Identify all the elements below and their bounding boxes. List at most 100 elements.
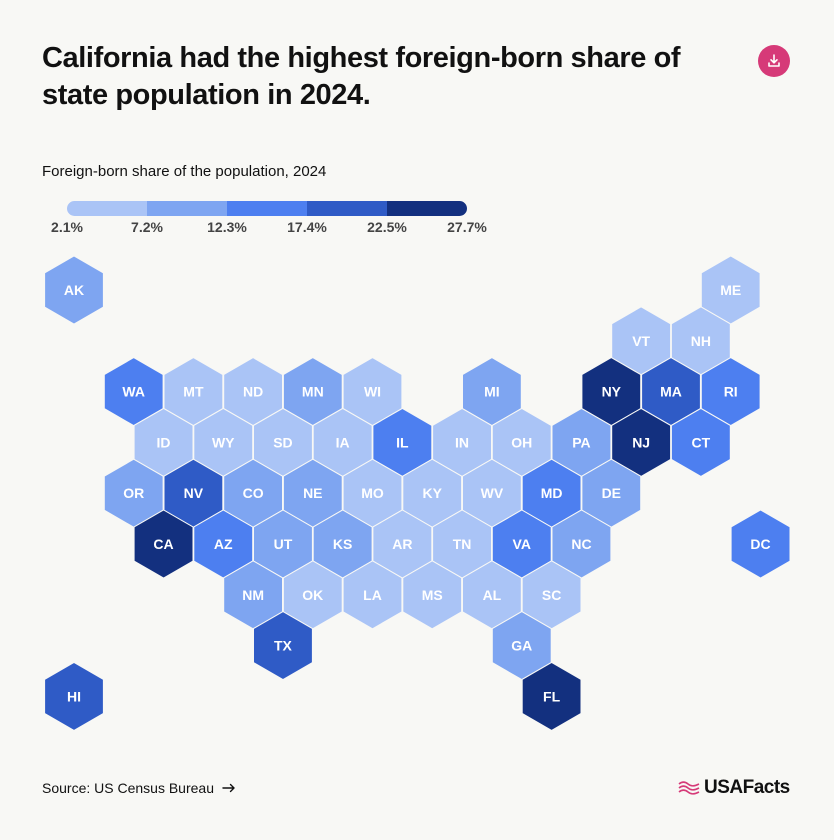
state-hex-mn[interactable]: MN bbox=[282, 357, 343, 427]
state-hex-shape bbox=[133, 509, 194, 579]
state-label: MS bbox=[422, 587, 443, 603]
legend-swatch bbox=[67, 201, 147, 216]
state-label: HI bbox=[67, 688, 81, 704]
download-button[interactable] bbox=[758, 45, 790, 77]
state-label: ND bbox=[243, 384, 263, 400]
state-hex-nv[interactable]: NV bbox=[163, 458, 224, 528]
state-hex-ia[interactable]: IA bbox=[312, 407, 373, 477]
download-icon bbox=[768, 54, 780, 67]
state-label: NH bbox=[691, 333, 711, 349]
state-hex-wi[interactable]: WI bbox=[342, 357, 403, 427]
state-label: ME bbox=[720, 282, 741, 298]
state-label: RI bbox=[724, 384, 738, 400]
state-hex-md[interactable]: MD bbox=[521, 458, 582, 528]
state-hex-tn[interactable]: TN bbox=[432, 509, 492, 579]
state-hex-ar[interactable]: AR bbox=[372, 509, 433, 579]
state-hex-sc[interactable]: SC bbox=[521, 560, 582, 630]
legend-swatch bbox=[147, 201, 227, 216]
state-hex-shape bbox=[253, 611, 313, 681]
brand-name: USAFacts bbox=[704, 777, 790, 798]
state-label: WY bbox=[212, 434, 235, 450]
state-label: WI bbox=[364, 384, 381, 400]
state-hex-oh[interactable]: OH bbox=[491, 407, 552, 477]
state-label: OR bbox=[123, 485, 144, 501]
source-link[interactable]: Source: US Census Bureau bbox=[42, 780, 236, 796]
state-hex-dc[interactable]: DC bbox=[730, 509, 791, 579]
state-hex-mt[interactable]: MT bbox=[163, 357, 224, 427]
state-hex-shape bbox=[342, 560, 403, 630]
legend-swatch bbox=[387, 201, 467, 216]
chart-title: California had the highest foreign-born … bbox=[42, 42, 681, 111]
state-hex-ca[interactable]: CA bbox=[133, 509, 194, 579]
legend-tick-label: 7.2% bbox=[131, 219, 163, 235]
state-label: SC bbox=[542, 587, 561, 603]
legend-title: Foreign-born share of the population, 20… bbox=[42, 163, 327, 180]
legend-tick-label: 27.7% bbox=[447, 219, 487, 235]
state-label: NY bbox=[602, 384, 622, 400]
state-hex-ct[interactable]: CT bbox=[670, 407, 731, 477]
state-label: CO bbox=[243, 485, 264, 501]
state-hex-ri[interactable]: RI bbox=[700, 357, 761, 427]
legend-swatch bbox=[227, 201, 307, 216]
state-label: NM bbox=[242, 587, 264, 603]
source-text: Source: US Census Bureau bbox=[42, 780, 214, 796]
state-hex-shape bbox=[402, 560, 463, 630]
state-label: NC bbox=[571, 536, 591, 552]
state-label: AL bbox=[483, 587, 502, 603]
state-hex-fl[interactable]: FL bbox=[521, 661, 582, 731]
state-label: GA bbox=[511, 638, 532, 654]
state-hex-shape bbox=[521, 661, 582, 731]
state-label: KY bbox=[422, 485, 442, 501]
state-label: IA bbox=[336, 434, 350, 450]
state-label: CA bbox=[153, 536, 173, 552]
state-label: NJ bbox=[632, 434, 650, 450]
state-hex-in[interactable]: IN bbox=[432, 407, 492, 477]
state-label: DE bbox=[602, 485, 621, 501]
state-hex-wa[interactable]: WA bbox=[103, 357, 164, 427]
state-hex-hi[interactable]: HI bbox=[44, 661, 104, 731]
state-label: TN bbox=[453, 536, 472, 552]
state-label: LA bbox=[363, 587, 382, 603]
state-hex-nm[interactable]: NM bbox=[223, 560, 283, 630]
state-label: MI bbox=[484, 384, 500, 400]
state-label: IL bbox=[396, 434, 409, 450]
state-hex-me[interactable]: ME bbox=[700, 255, 761, 325]
state-hex-la[interactable]: LA bbox=[342, 560, 403, 630]
hex-tile-map: AK ME VT NH WA MT ND MN WI MI NY MA RI ID WY SD IA IL IN OH… bbox=[44, 255, 791, 731]
state-hex-ms[interactable]: MS bbox=[402, 560, 463, 630]
state-hex-nh[interactable]: NH bbox=[670, 306, 731, 376]
state-hex-ma[interactable]: MA bbox=[641, 357, 701, 427]
state-hex-or[interactable]: OR bbox=[103, 458, 164, 528]
state-label: SD bbox=[273, 434, 292, 450]
state-label: AR bbox=[392, 536, 412, 552]
state-hex-ga[interactable]: GA bbox=[491, 611, 552, 681]
state-hex-ok[interactable]: OK bbox=[282, 560, 343, 630]
brand-logo: USAFacts bbox=[678, 777, 790, 799]
state-label: MN bbox=[302, 384, 324, 400]
state-label: IN bbox=[455, 434, 469, 450]
state-label: MO bbox=[361, 485, 384, 501]
state-hex-tx[interactable]: TX bbox=[253, 611, 313, 681]
state-label: VT bbox=[632, 333, 650, 349]
legend-tick-label: 12.3% bbox=[207, 219, 247, 235]
legend-tick-label: 22.5% bbox=[367, 219, 407, 235]
state-hex-shape bbox=[44, 661, 104, 731]
legend-tick-label: 17.4% bbox=[287, 219, 327, 235]
state-label: AK bbox=[64, 282, 84, 298]
state-hex-de[interactable]: DE bbox=[581, 458, 642, 528]
state-hex-wy[interactable]: WY bbox=[193, 407, 254, 477]
state-hex-mi[interactable]: MI bbox=[462, 357, 522, 427]
state-hex-ny[interactable]: NY bbox=[581, 357, 642, 427]
arrow-right-icon bbox=[222, 783, 235, 793]
state-label: OH bbox=[511, 434, 532, 450]
state-hex-shape bbox=[730, 509, 791, 579]
state-label: DC bbox=[750, 536, 770, 552]
usafacts-flag-icon bbox=[678, 781, 700, 795]
state-hex-ak[interactable]: AK bbox=[44, 255, 104, 325]
state-label: NV bbox=[184, 485, 204, 501]
legend-swatch bbox=[307, 201, 387, 216]
state-label: WV bbox=[481, 485, 504, 501]
state-hex-nd[interactable]: ND bbox=[223, 357, 283, 427]
state-label: AZ bbox=[214, 536, 233, 552]
state-label: MA bbox=[660, 384, 682, 400]
